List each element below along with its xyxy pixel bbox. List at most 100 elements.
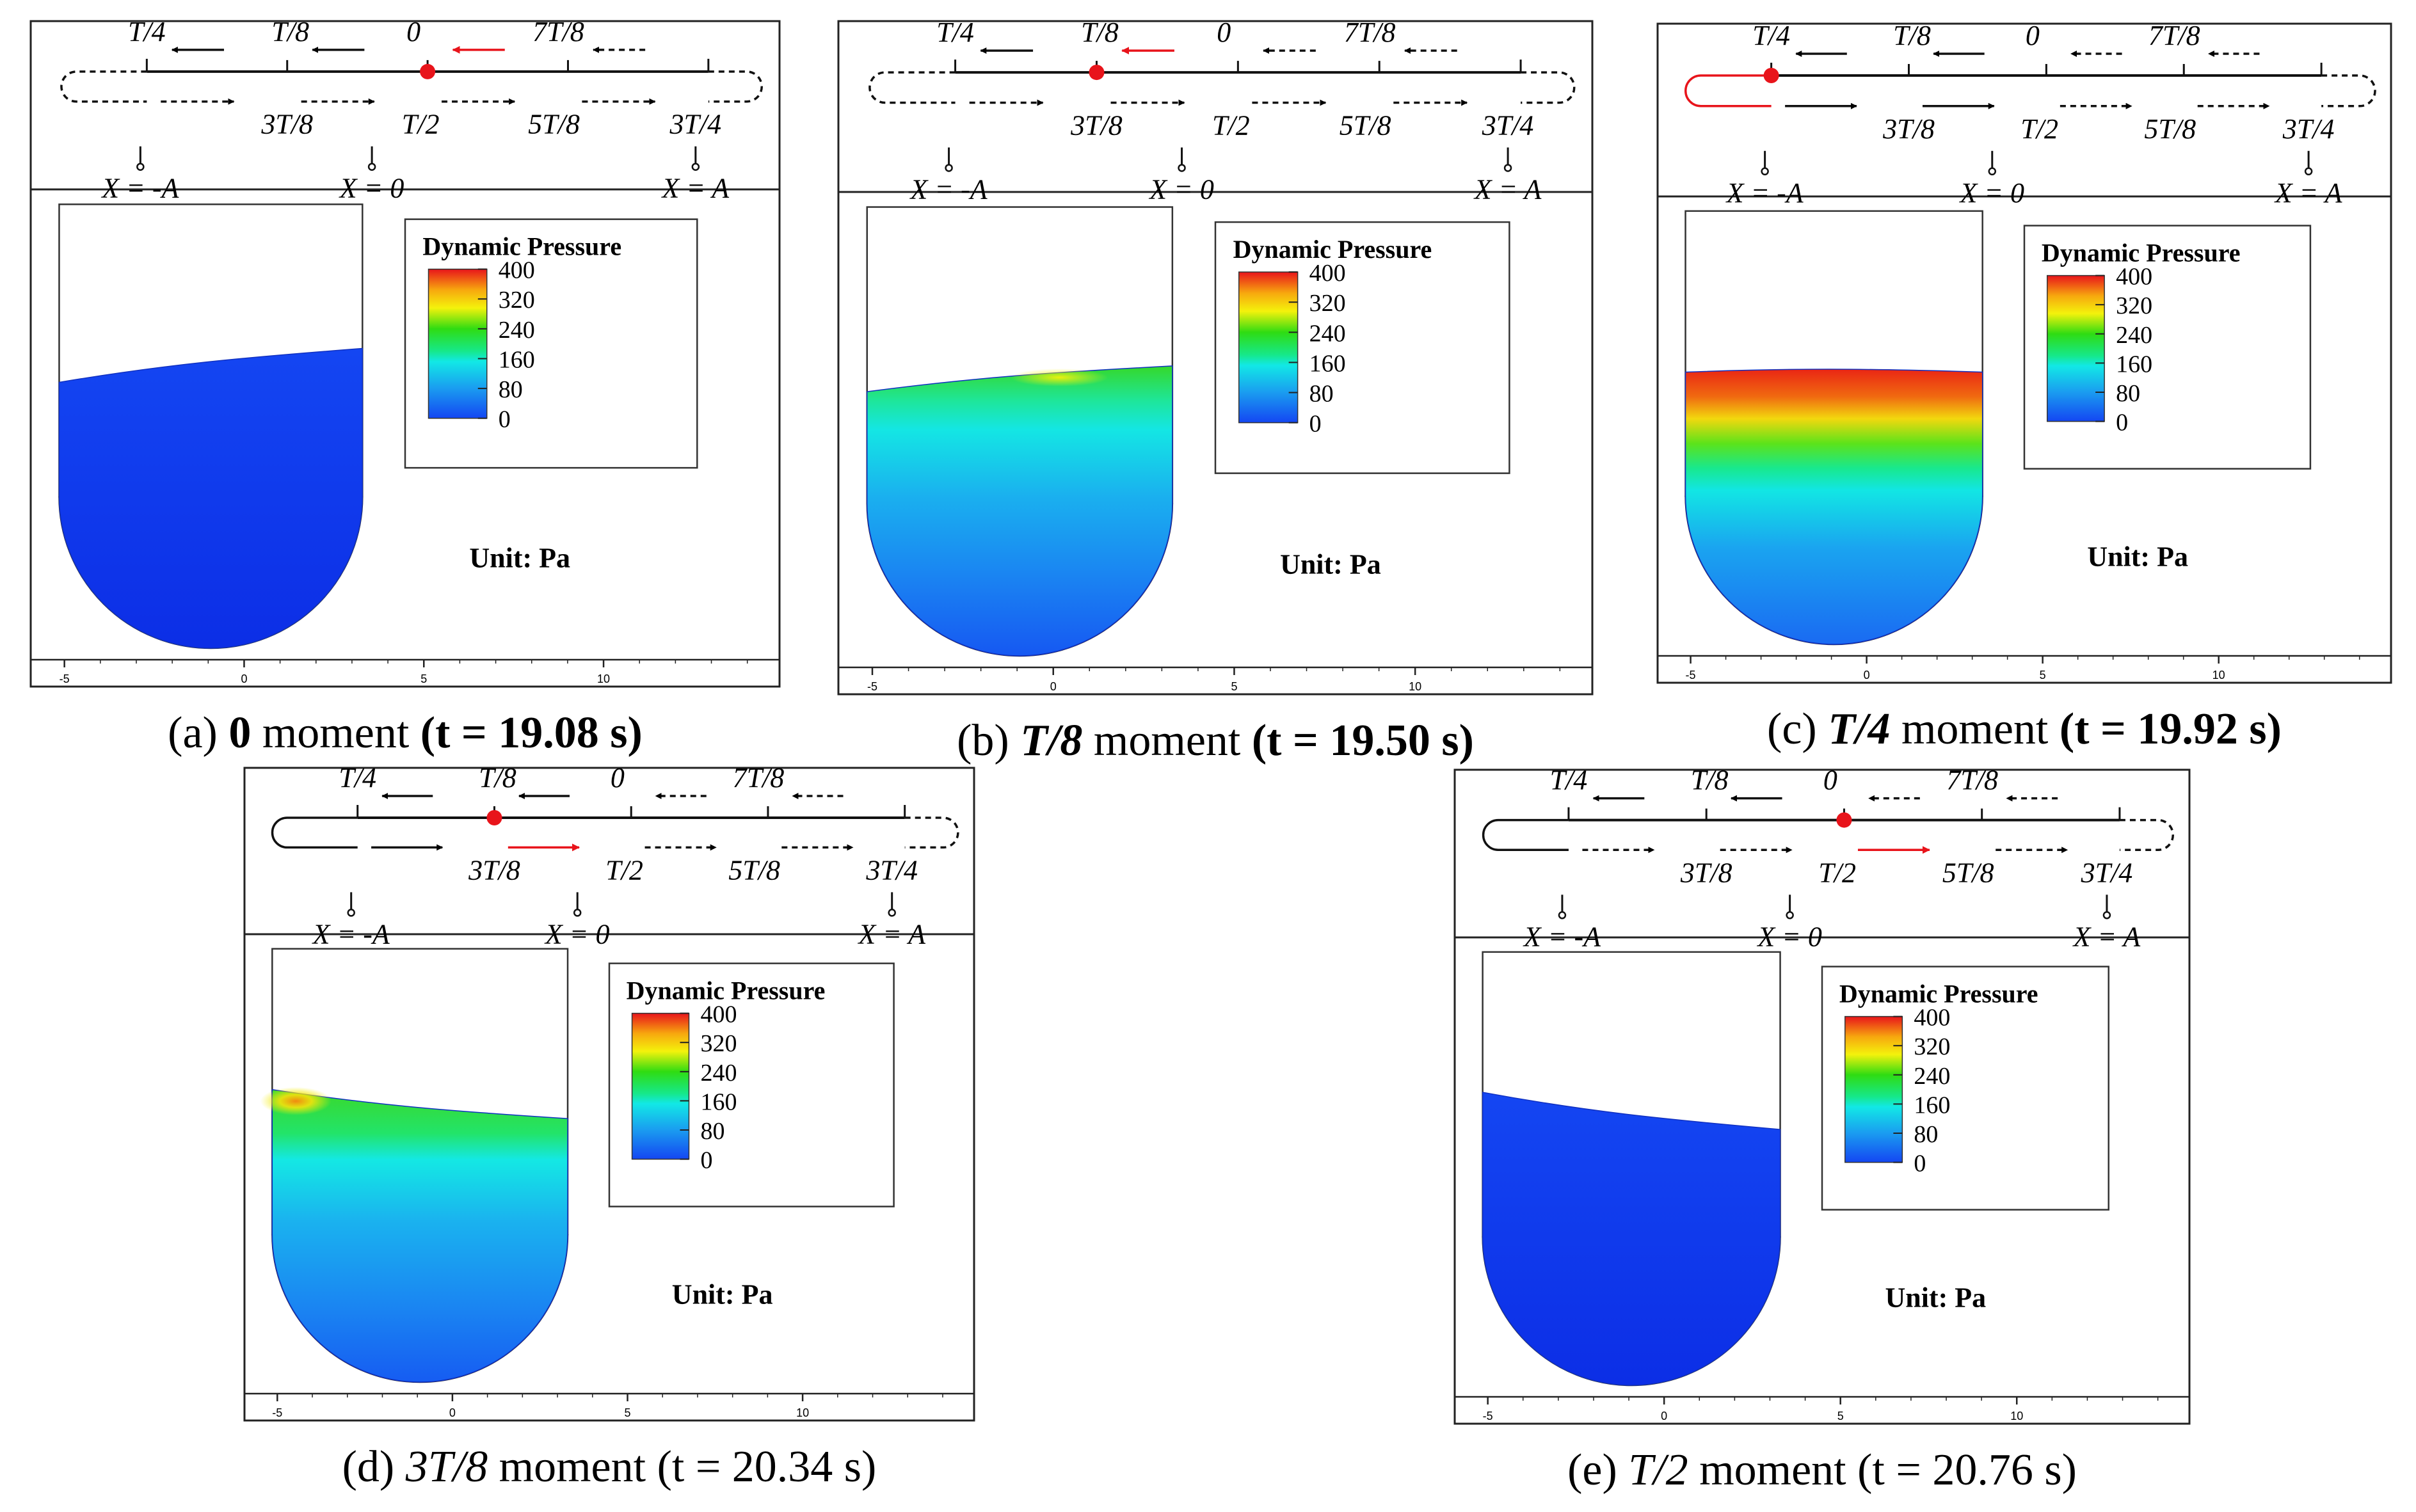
legend-tick-label: 0 — [700, 1147, 712, 1174]
left-loop — [1684, 74, 1772, 107]
legend-tick-label: 400 — [700, 1001, 737, 1028]
legend-tick-label: 320 — [2116, 292, 2152, 319]
cycle-label-bottom: T/2 — [2020, 113, 2058, 145]
position-label: X = 0 — [1148, 173, 1214, 205]
cycle-label-top: T/8 — [1691, 765, 1729, 796]
position-pin — [136, 163, 145, 171]
caption-space — [1617, 1445, 1629, 1495]
cycle-label-top: 0 — [1217, 17, 1231, 48]
left-loop — [60, 70, 147, 103]
legend-tick-label: 160 — [700, 1088, 737, 1115]
cycle-label-top: 0 — [611, 762, 625, 793]
legend-tick-label: 80 — [1914, 1121, 1938, 1148]
legend-tick-label: 400 — [499, 257, 535, 284]
caption-space — [1817, 704, 1828, 754]
schematic-frame — [243, 767, 975, 935]
position-pin — [2102, 911, 2111, 919]
current-position-marker — [1836, 812, 1852, 828]
position-pin — [1178, 164, 1186, 172]
legend-tick-label: 240 — [2116, 322, 2152, 349]
caption-time: (t = 20.76 s) — [1857, 1445, 2077, 1495]
unit-label: Unit: Pa — [672, 1279, 773, 1310]
position-label: X = -A — [312, 918, 390, 950]
liquid-pressure-field — [867, 365, 1173, 657]
cycle-label-top: T/8 — [271, 16, 309, 47]
x-axis-tick-label: 5 — [1231, 680, 1237, 693]
caption-space — [394, 1442, 406, 1492]
position-pin — [573, 909, 582, 917]
x-axis-tick-label: 5 — [420, 672, 427, 685]
caption-time: (t = 19.08 s) — [420, 708, 643, 758]
left-loop — [271, 816, 358, 849]
caption-moment: T/2 — [1628, 1445, 1688, 1495]
position-label: X = -A — [100, 173, 179, 204]
x-axis-tick-label: 0 — [449, 1406, 456, 1419]
legend-tick-label: 320 — [1914, 1033, 1950, 1060]
unit-label: Unit: Pa — [2087, 541, 2188, 573]
cycle-label-bottom: 5T/8 — [1340, 109, 1391, 141]
caption-word: moment — [1688, 1445, 1857, 1495]
legend-tick-label: 400 — [2116, 264, 2152, 290]
cycle-label-bottom: 3T/4 — [2081, 857, 2133, 888]
legend-tick-label: 0 — [499, 406, 511, 433]
liquid-pressure-field — [58, 347, 364, 649]
legend-tick-label: 240 — [1914, 1063, 1950, 1090]
legend-title: Dynamic Pressure — [2042, 239, 2241, 267]
legend-title: Dynamic Pressure — [422, 232, 621, 261]
legend-tick-label: 160 — [499, 346, 535, 373]
legend-tick-label: 160 — [1309, 350, 1346, 377]
unit-label: Unit: Pa — [1885, 1282, 1986, 1314]
x-axis-tick-label: 10 — [2010, 1410, 2023, 1422]
caption-word: moment — [1082, 716, 1251, 765]
cycle-label-top: 0 — [1823, 765, 1837, 796]
position-pin — [888, 909, 896, 917]
legend-tick-label: 160 — [1914, 1092, 1950, 1118]
right-loop — [2119, 818, 2174, 852]
schematic-frame — [29, 20, 781, 191]
cycle-label-bottom: 5T/8 — [528, 109, 580, 140]
legend-tick-label: 80 — [700, 1118, 724, 1145]
position-label: X = A — [2072, 921, 2141, 952]
cycle-label-top: 7T/8 — [1946, 765, 1998, 796]
left-loop — [1482, 818, 1569, 852]
current-position-marker — [486, 810, 502, 825]
schematic-frame — [1453, 768, 2191, 939]
cycle-label-top: 7T/8 — [733, 762, 785, 793]
position-label: X = A — [857, 918, 926, 950]
liquid-pressure-field — [1684, 369, 1983, 645]
caption-word: moment — [488, 1442, 657, 1492]
x-axis-tick-label: 10 — [1409, 680, 1421, 693]
right-loop — [2321, 74, 2376, 107]
caption-time: (t = 19.50 s) — [1252, 716, 1474, 765]
position-label: X = 0 — [544, 918, 610, 950]
cycle-label-top: T/4 — [128, 16, 166, 47]
position-pin — [945, 164, 953, 172]
cycle-label-top: 0 — [2026, 20, 2040, 51]
x-axis-tick-label: -5 — [1483, 1410, 1493, 1422]
panel-caption: (d) 3T/8 moment (t = 20.34 s) — [342, 1442, 877, 1492]
cycle-label-bottom: T/2 — [402, 109, 440, 140]
left-loop — [868, 71, 956, 104]
legend-tick-label: 240 — [1309, 320, 1346, 347]
x-axis-tick-label: 0 — [1864, 669, 1870, 681]
caption-letter: (d) — [342, 1442, 395, 1492]
liquid-pressure-field — [1482, 1092, 1781, 1386]
legend-colorbar — [1844, 1015, 1903, 1163]
position-label: X = -A — [909, 173, 988, 205]
captions-layer: (a) 0 moment (t = 19.08 s) (b) T/8 moment… — [168, 704, 2282, 1495]
position-pin — [2304, 167, 2313, 176]
cycle-label-bottom: 3T/4 — [2282, 113, 2335, 145]
legend-tick-label: 160 — [2116, 351, 2152, 378]
position-label: X = 0 — [1958, 177, 2024, 209]
position-pin — [367, 163, 376, 171]
panel-caption: (b) T/8 moment (t = 19.50 s) — [957, 716, 1474, 765]
schematic-frame — [1656, 22, 2392, 198]
panel-caption: (a) 0 moment (t = 19.08 s) — [168, 708, 643, 758]
position-label: X = -A — [1725, 177, 1804, 209]
position-label: X = A — [2274, 177, 2343, 209]
caption-moment: 0 — [228, 708, 251, 758]
caption-word: moment — [251, 708, 420, 758]
